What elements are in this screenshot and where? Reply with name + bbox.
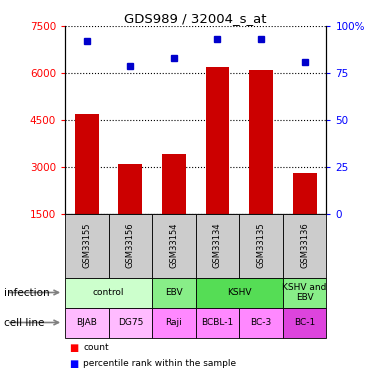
- Text: BC-1: BC-1: [294, 318, 315, 327]
- Bar: [118, 164, 142, 214]
- Text: percentile rank within the sample: percentile rank within the sample: [83, 359, 237, 368]
- Bar: [283, 214, 326, 278]
- Text: GSM33154: GSM33154: [170, 223, 178, 268]
- Bar: [196, 214, 239, 278]
- Text: KSHV: KSHV: [227, 288, 252, 297]
- Text: EBV: EBV: [165, 288, 183, 297]
- Text: GSM33156: GSM33156: [126, 223, 135, 268]
- Text: BJAB: BJAB: [76, 318, 97, 327]
- Bar: [65, 308, 109, 338]
- Bar: [249, 70, 273, 214]
- Bar: [283, 308, 326, 338]
- Bar: [239, 308, 283, 338]
- Text: ■: ■: [69, 343, 78, 352]
- Text: BC-3: BC-3: [250, 318, 272, 327]
- Text: control: control: [93, 288, 124, 297]
- Text: ■: ■: [69, 359, 78, 369]
- Bar: [206, 67, 230, 214]
- Text: KSHV and
EBV: KSHV and EBV: [282, 283, 327, 302]
- Bar: [152, 214, 196, 278]
- Text: BCBL-1: BCBL-1: [201, 318, 234, 327]
- Bar: [152, 308, 196, 338]
- Text: GSM33136: GSM33136: [300, 223, 309, 268]
- Bar: [196, 308, 239, 338]
- Text: GSM33155: GSM33155: [82, 223, 91, 268]
- Bar: [65, 278, 152, 308]
- Bar: [293, 173, 317, 214]
- Bar: [65, 214, 109, 278]
- Text: GSM33134: GSM33134: [213, 223, 222, 268]
- Title: GDS989 / 32004_s_at: GDS989 / 32004_s_at: [124, 12, 267, 25]
- Bar: [196, 278, 283, 308]
- Text: GSM33135: GSM33135: [257, 223, 266, 268]
- Text: count: count: [83, 343, 109, 352]
- Text: Raji: Raji: [165, 318, 182, 327]
- Bar: [152, 278, 196, 308]
- Text: cell line: cell line: [4, 318, 44, 327]
- Bar: [109, 308, 152, 338]
- Bar: [162, 154, 186, 214]
- Bar: [239, 214, 283, 278]
- Bar: [75, 114, 99, 214]
- Text: DG75: DG75: [118, 318, 143, 327]
- Text: infection: infection: [4, 288, 49, 297]
- Bar: [109, 214, 152, 278]
- Bar: [283, 278, 326, 308]
